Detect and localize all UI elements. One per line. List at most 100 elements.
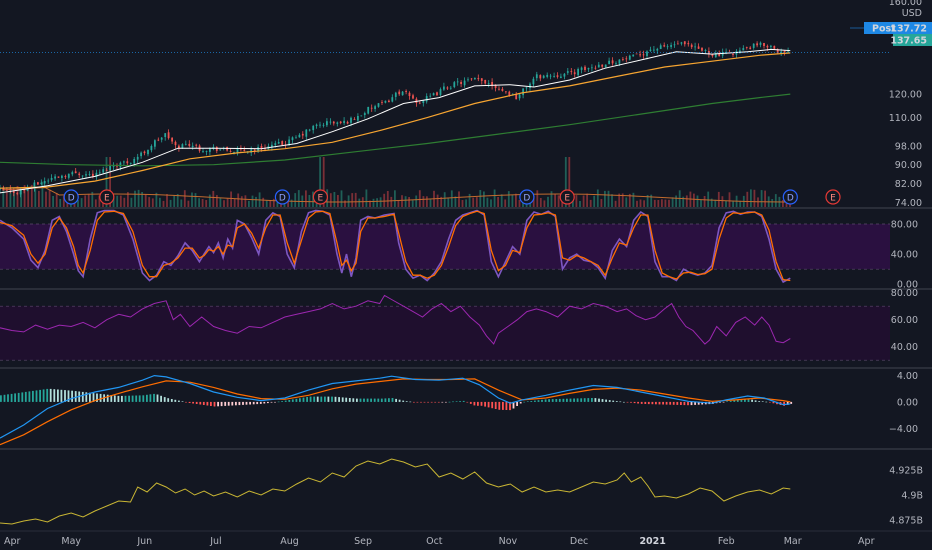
volume-bar [532, 195, 535, 207]
macd-hist-bar [395, 398, 397, 402]
dividend-marker-label: D [523, 194, 530, 204]
volume-bar [479, 190, 482, 207]
volume-bar [276, 200, 279, 207]
volume-bar [782, 199, 784, 207]
candle-body [484, 80, 487, 84]
candle-body [147, 150, 149, 155]
volume-bar [675, 195, 677, 207]
candle-body [683, 41, 686, 45]
volume-bar [461, 200, 464, 207]
candle-body [546, 74, 549, 77]
candle-body [43, 181, 46, 184]
candle-body [732, 53, 734, 55]
candle-body [92, 173, 94, 177]
macd-hist-bar [345, 397, 348, 402]
macd-hist-bar [430, 401, 433, 403]
volume-bar [490, 199, 492, 207]
volume-bar [354, 192, 357, 207]
volume-bar [753, 189, 756, 207]
candle-body [281, 141, 284, 145]
macd-hist-bar [188, 401, 191, 403]
macd-hist-bar [445, 401, 447, 403]
candle-body [350, 117, 352, 123]
volume-bar [59, 199, 62, 207]
candle-body [16, 193, 19, 194]
volume-bar [230, 191, 232, 207]
candle-body [88, 174, 91, 175]
macd-hist-bar [612, 400, 615, 402]
candle-body [102, 169, 105, 173]
candle-body [315, 124, 318, 126]
macd-hist-bar [217, 401, 219, 407]
macd-hist-bar [334, 396, 337, 402]
volume-bar [443, 192, 446, 207]
volume-bar [137, 189, 140, 207]
candle-body [23, 189, 25, 191]
macd-hist-bar [206, 401, 209, 406]
macd-hist-bar [331, 396, 333, 402]
macd-hist-bar [249, 401, 251, 405]
candle-body [129, 163, 132, 164]
volume-bar [237, 193, 240, 207]
macd-hist-bar [459, 401, 461, 402]
volume-bar [643, 200, 645, 207]
volume-bar [732, 200, 734, 207]
volume-bar [347, 195, 350, 207]
macd-hist-bar [491, 401, 494, 409]
candle-body [635, 53, 638, 55]
candle-body [219, 149, 222, 151]
sma-mid-line [0, 52, 791, 189]
candle-body [429, 95, 432, 97]
candle-body [656, 48, 659, 51]
volume-bar [511, 194, 514, 207]
volume-bar [682, 196, 685, 207]
volume-bar [401, 195, 403, 207]
volume-bar [141, 192, 143, 207]
macd-hist-bar [67, 390, 70, 402]
macd-hist-bar [309, 396, 312, 402]
candle-body [425, 96, 428, 102]
candle-body [370, 107, 373, 109]
x-axis-tick: Nov [499, 536, 518, 547]
candle-body [47, 180, 50, 182]
stoch-axis-tick: 40.00 [891, 250, 918, 261]
macd-hist-bar [259, 401, 262, 404]
macd-hist-bar [569, 398, 572, 402]
dividend-marker [274, 189, 290, 205]
candle-body [67, 173, 70, 178]
candle-body [577, 69, 579, 76]
volume-bar [700, 199, 702, 207]
macd-hist-bar [640, 401, 643, 404]
candle-body [295, 137, 297, 139]
macd-hist-bar [99, 393, 102, 402]
macd-hist-bar [74, 391, 77, 402]
volume-bar [750, 189, 752, 207]
earnings-marker-label: E [564, 194, 570, 204]
volume-bar [721, 196, 724, 207]
candle-body [494, 84, 497, 88]
volume-bar [632, 192, 635, 207]
macd-hist-bar [783, 401, 785, 406]
macd-hist-bar [402, 400, 405, 402]
volume-bar [2, 187, 5, 207]
macd-hist-bar [135, 395, 138, 402]
x-axis-tick: Feb [718, 536, 735, 547]
volume-bar [34, 186, 37, 207]
candle-body [78, 173, 81, 176]
volume-bar [98, 195, 101, 207]
volume-bar [707, 191, 710, 207]
rsi-axis-tick: 40.00 [891, 342, 918, 353]
macd-hist-bar [626, 401, 629, 403]
volume-bar [557, 195, 560, 207]
macd-hist-bar [740, 399, 743, 402]
candle-body [556, 75, 559, 77]
macd-hist-bar [149, 394, 152, 402]
volume-bar [650, 194, 653, 207]
macd-hist-bar [202, 401, 205, 405]
macd-hist-bar [502, 401, 504, 410]
volume-bar [497, 197, 499, 207]
volume-bar [774, 194, 777, 207]
candle-body [136, 156, 139, 160]
volume-bar [294, 193, 297, 207]
